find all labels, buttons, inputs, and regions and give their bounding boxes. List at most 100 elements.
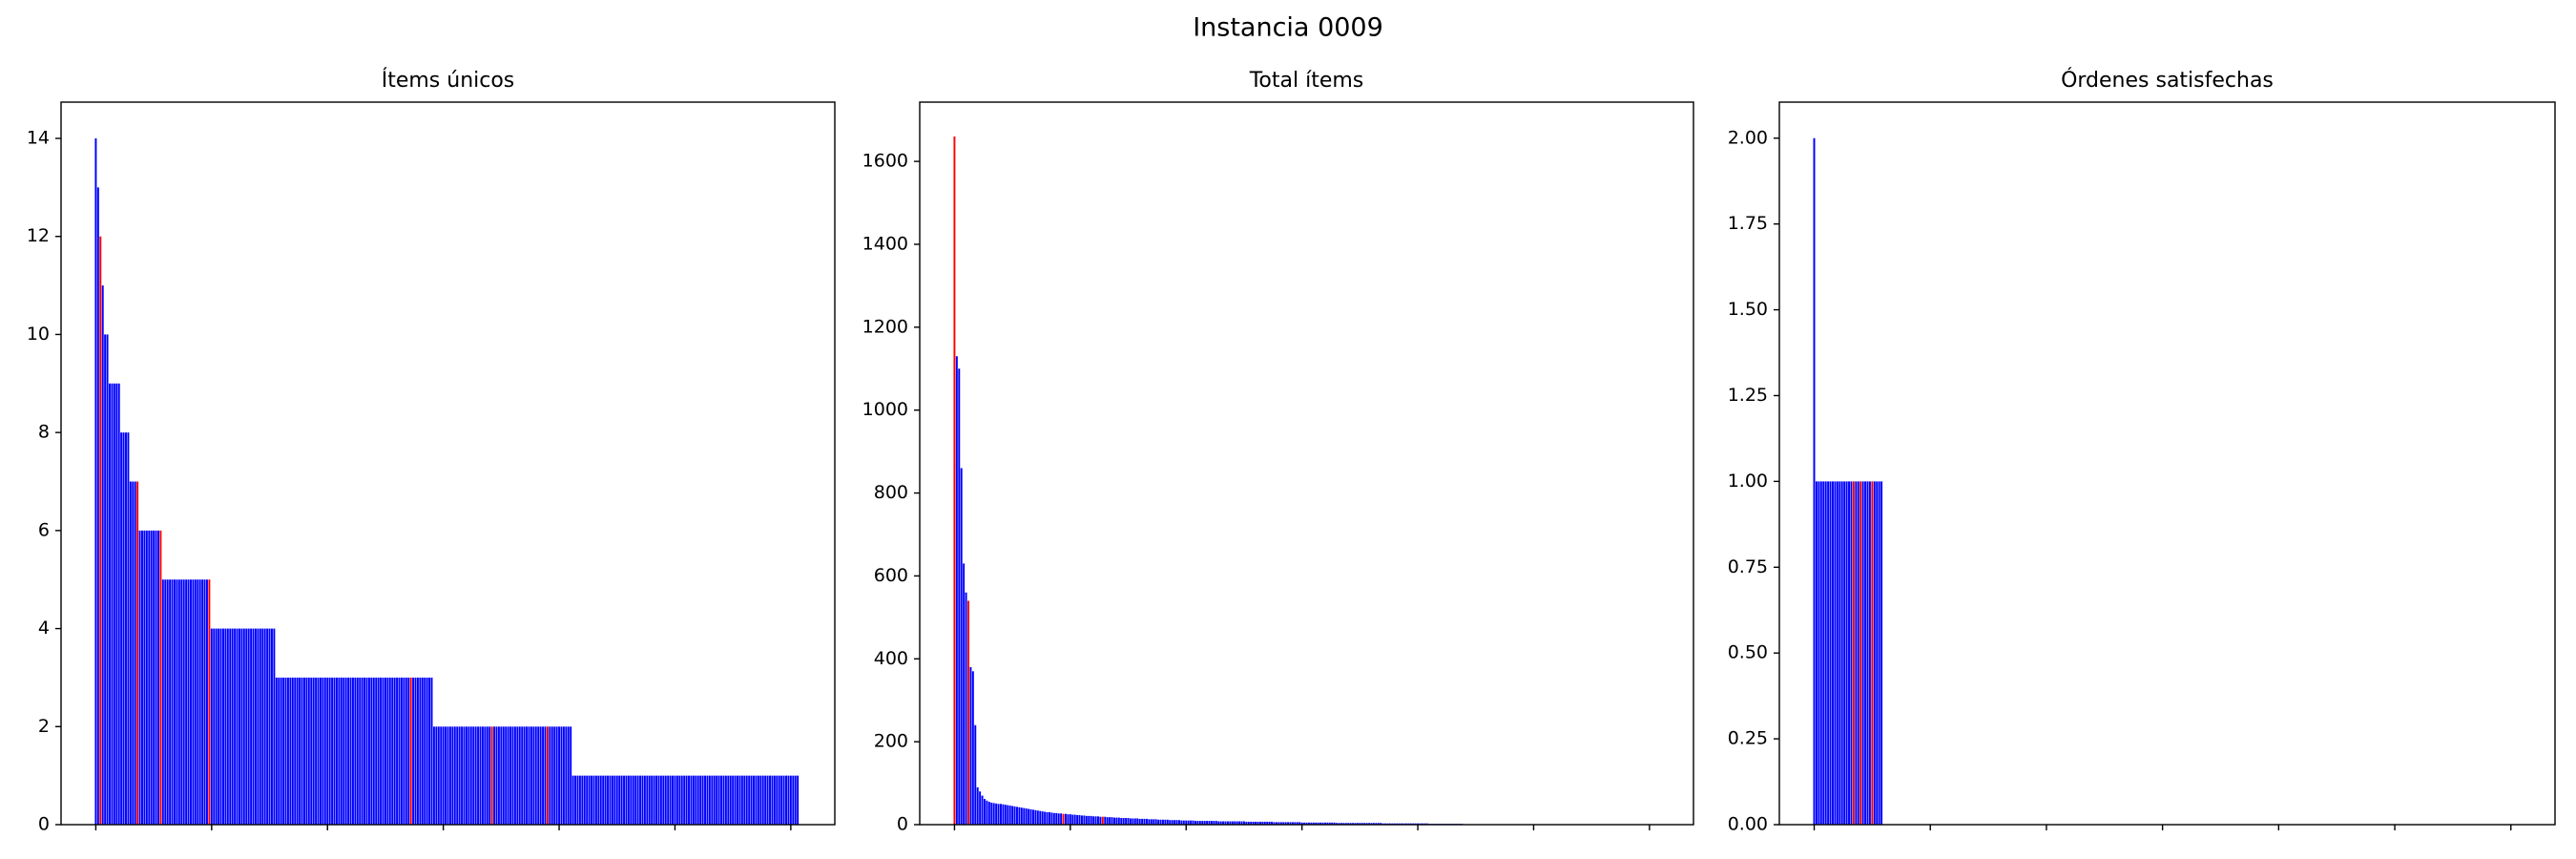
bar	[1287, 822, 1290, 825]
bar	[558, 726, 561, 825]
bar	[981, 795, 984, 825]
bar	[776, 775, 779, 825]
bar	[1046, 811, 1049, 825]
bar	[1848, 481, 1850, 825]
bar	[761, 775, 764, 825]
bar	[782, 775, 785, 825]
bar	[474, 726, 477, 825]
bar	[727, 775, 730, 825]
bar	[523, 726, 526, 825]
bar	[461, 726, 464, 825]
bar	[437, 726, 440, 825]
bar	[280, 677, 282, 825]
bar	[711, 775, 714, 825]
bar	[469, 726, 472, 825]
bar	[171, 579, 174, 825]
bar	[1278, 822, 1280, 825]
bar	[1231, 821, 1234, 825]
bar	[453, 726, 456, 825]
bar	[737, 775, 738, 825]
bar	[129, 481, 132, 825]
bar	[667, 775, 670, 825]
bar	[386, 677, 389, 825]
bar	[1171, 820, 1174, 825]
bar	[1857, 481, 1859, 825]
y-tick-label: 8	[38, 422, 50, 443]
bar	[1120, 818, 1123, 825]
bar	[1023, 807, 1026, 825]
bar	[1085, 815, 1088, 825]
bar	[1298, 822, 1301, 825]
bar	[448, 726, 451, 825]
bar	[382, 677, 384, 825]
bar	[231, 628, 234, 825]
bar	[1062, 813, 1065, 825]
bar	[1117, 817, 1120, 825]
bar	[493, 726, 496, 825]
bar	[965, 592, 967, 825]
bar	[106, 334, 109, 825]
bar	[680, 775, 683, 825]
bar	[486, 726, 488, 825]
bar	[477, 726, 480, 825]
bar	[190, 579, 192, 825]
bar	[194, 579, 197, 825]
bar	[273, 628, 276, 825]
bar	[1871, 481, 1874, 825]
bar	[560, 726, 563, 825]
bar	[1375, 823, 1378, 825]
bar	[675, 775, 678, 825]
bar	[1166, 819, 1169, 825]
bar	[430, 677, 433, 825]
bar	[1347, 823, 1350, 825]
bar	[238, 628, 240, 825]
bar	[576, 775, 579, 825]
bar	[695, 775, 697, 825]
bar	[403, 677, 405, 825]
bar	[542, 726, 545, 825]
bar	[1356, 823, 1359, 825]
bar	[604, 775, 607, 825]
bar	[409, 677, 412, 825]
bar	[750, 775, 753, 825]
bar	[245, 628, 248, 825]
bar	[1273, 822, 1276, 825]
bar	[672, 775, 675, 825]
y-tick-label: 14	[27, 128, 50, 149]
bar	[500, 726, 503, 825]
bar	[1154, 819, 1157, 825]
axes-frame	[919, 101, 1694, 826]
bar	[1352, 823, 1355, 825]
bar	[445, 726, 447, 825]
bar	[1215, 821, 1217, 825]
y-tick-label: 1.00	[1728, 471, 1768, 492]
bar	[1219, 821, 1222, 825]
bar	[338, 677, 341, 825]
bar	[221, 628, 224, 825]
bar	[1344, 823, 1347, 825]
bar	[967, 600, 969, 825]
bar	[234, 628, 237, 825]
bar	[567, 726, 570, 825]
bar	[1127, 818, 1130, 825]
y-tick-label: 1400	[862, 233, 908, 254]
bar	[704, 775, 706, 825]
bar	[511, 726, 514, 825]
bar	[609, 775, 612, 825]
bar	[1206, 821, 1209, 825]
bar	[653, 775, 655, 825]
bar	[1336, 823, 1339, 825]
bar	[301, 677, 303, 825]
bar	[1041, 811, 1044, 825]
bar	[1294, 822, 1297, 825]
bar	[615, 775, 618, 825]
bar	[226, 628, 229, 825]
bar	[359, 677, 362, 825]
bar	[1840, 481, 1843, 825]
bar	[1004, 805, 1007, 825]
bar	[1370, 823, 1373, 825]
bar	[370, 677, 373, 825]
bar	[780, 775, 783, 825]
y-tick-label: 2.00	[1728, 127, 1768, 148]
y-tick-label: 0.50	[1728, 642, 1768, 663]
